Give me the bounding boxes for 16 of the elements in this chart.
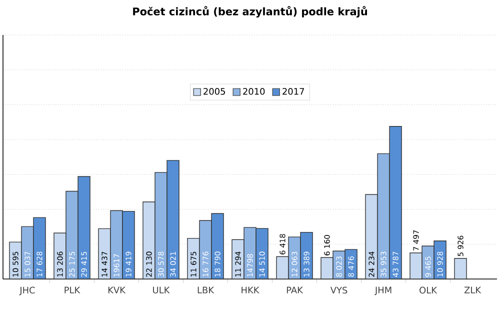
legend-label: 2005 — [204, 88, 225, 95]
legend-label: 2017 — [282, 88, 304, 95]
x-tick-label: PLK — [64, 286, 80, 294]
x-tick-label: HKK — [242, 286, 260, 294]
chart-title: Počet cizinců (bez azylantů) podle krajů — [133, 6, 367, 18]
x-tick-label: LBK — [198, 286, 214, 294]
x-tick-label: ZLK — [464, 286, 482, 294]
x-tick-label: ULK — [153, 286, 170, 294]
legend-label: 2010 — [243, 88, 265, 95]
x-tick-label: OLK — [420, 286, 438, 294]
bar — [454, 258, 467, 280]
x-tick-label: KVK — [108, 286, 126, 294]
x-tick-label: JHC — [19, 286, 35, 296]
x-tick-label: VYS — [330, 286, 348, 294]
x-tick-label: JHM — [374, 286, 392, 296]
x-tick-label: PAK — [286, 286, 304, 294]
